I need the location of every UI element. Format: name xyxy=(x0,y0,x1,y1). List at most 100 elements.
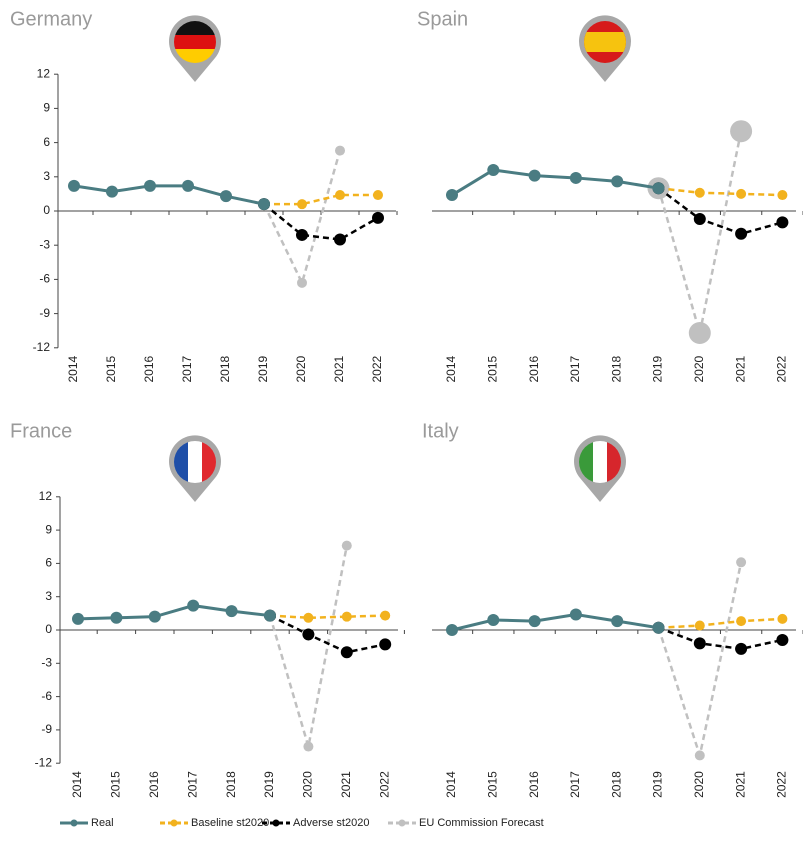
x-tick-label: 2021 xyxy=(332,355,346,382)
x-tick-label: 2014 xyxy=(444,355,458,382)
x-tick-label: 2015 xyxy=(104,355,118,382)
data-point xyxy=(144,179,156,192)
data-point xyxy=(373,190,383,201)
series-line xyxy=(77,604,271,621)
data-point xyxy=(652,182,665,195)
series-line xyxy=(268,545,349,747)
chart-title: France xyxy=(10,420,72,442)
x-tick-label: 2016 xyxy=(527,355,541,382)
data-point xyxy=(446,624,458,636)
flag-germany xyxy=(169,15,221,83)
data-point xyxy=(302,628,315,641)
series-line xyxy=(658,617,783,630)
y-tick-label: -6 xyxy=(41,689,52,703)
y-tick-label: -12 xyxy=(35,755,53,769)
x-tick-label: 2015 xyxy=(485,355,499,382)
x-tick-label: 2022 xyxy=(775,771,789,798)
series-line xyxy=(658,186,783,197)
series-line xyxy=(263,203,379,241)
x-tick-label: 2017 xyxy=(180,355,194,382)
x-tick-label: 2014 xyxy=(444,771,458,798)
chart-title: Spain xyxy=(417,8,468,30)
data-point xyxy=(694,750,705,761)
y-tick-label: 9 xyxy=(43,101,50,115)
legend-marker xyxy=(170,819,178,827)
chart-title: Germany xyxy=(10,8,92,30)
y-tick-label: -9 xyxy=(39,306,50,320)
x-tick-label: 2018 xyxy=(609,771,623,798)
x-tick-label: 2016 xyxy=(527,771,541,798)
data-point xyxy=(688,321,711,344)
data-point xyxy=(258,198,270,211)
data-point xyxy=(569,608,582,621)
data-point xyxy=(335,145,345,156)
x-tick-label: 2018 xyxy=(224,771,238,798)
y-tick-label: 6 xyxy=(45,556,52,570)
series-line xyxy=(451,612,659,632)
series-line xyxy=(269,614,386,620)
data-point xyxy=(68,179,80,192)
data-point xyxy=(303,741,314,752)
chart-title: Italy xyxy=(422,420,459,442)
legend-label: Adverse st2020 xyxy=(293,817,369,829)
data-point xyxy=(446,189,458,202)
data-point xyxy=(693,637,706,650)
legend-label: Real xyxy=(91,817,114,829)
data-point xyxy=(735,642,748,655)
data-point xyxy=(225,605,238,618)
x-tick-label: 2018 xyxy=(609,355,623,382)
x-tick-label: 2020 xyxy=(294,355,308,382)
y-tick-label: 12 xyxy=(37,66,51,80)
y-tick-label: -12 xyxy=(33,340,51,354)
series-line xyxy=(657,130,743,334)
data-point xyxy=(110,611,123,624)
data-point xyxy=(694,620,705,631)
data-point xyxy=(297,277,307,288)
x-tick-label: 2020 xyxy=(692,355,706,382)
data-point xyxy=(372,211,384,224)
data-point xyxy=(736,616,747,627)
data-point xyxy=(148,610,161,623)
data-point xyxy=(730,120,753,143)
data-point xyxy=(106,185,118,198)
y-tick-label: 12 xyxy=(39,489,53,503)
legend-label: Baseline st2020 xyxy=(191,817,269,829)
flag-france xyxy=(169,435,221,502)
data-point xyxy=(297,199,307,210)
data-point xyxy=(652,621,665,634)
data-point xyxy=(777,613,788,624)
x-tick-label: 2016 xyxy=(147,771,161,798)
data-point xyxy=(303,612,314,623)
y-tick-label: 3 xyxy=(45,589,52,603)
data-point xyxy=(341,540,352,551)
series-line xyxy=(264,193,378,206)
x-tick-label: 2022 xyxy=(370,355,384,382)
x-tick-label: 2015 xyxy=(485,771,499,798)
data-point xyxy=(220,190,232,203)
data-point xyxy=(528,169,541,182)
data-point xyxy=(379,638,392,651)
series-line xyxy=(657,562,743,761)
data-point xyxy=(334,233,346,246)
flag-italy xyxy=(574,435,626,502)
x-tick-label: 2022 xyxy=(377,771,391,798)
data-point xyxy=(335,190,345,201)
x-tick-label: 2017 xyxy=(568,355,582,382)
data-point xyxy=(187,599,200,612)
y-tick-label: 0 xyxy=(43,203,50,217)
data-point xyxy=(487,614,500,627)
x-tick-label: 2014 xyxy=(66,355,80,382)
y-tick-label: 9 xyxy=(45,522,52,536)
data-point xyxy=(777,190,788,201)
y-tick-label: 6 xyxy=(43,135,50,149)
x-tick-label: 2018 xyxy=(218,355,232,382)
x-tick-label: 2022 xyxy=(775,355,789,382)
data-point xyxy=(776,216,789,229)
data-point xyxy=(380,610,391,621)
legend-marker xyxy=(272,819,280,827)
data-point xyxy=(569,171,582,184)
data-point xyxy=(528,615,541,628)
data-point xyxy=(735,227,748,240)
data-point xyxy=(296,228,308,241)
